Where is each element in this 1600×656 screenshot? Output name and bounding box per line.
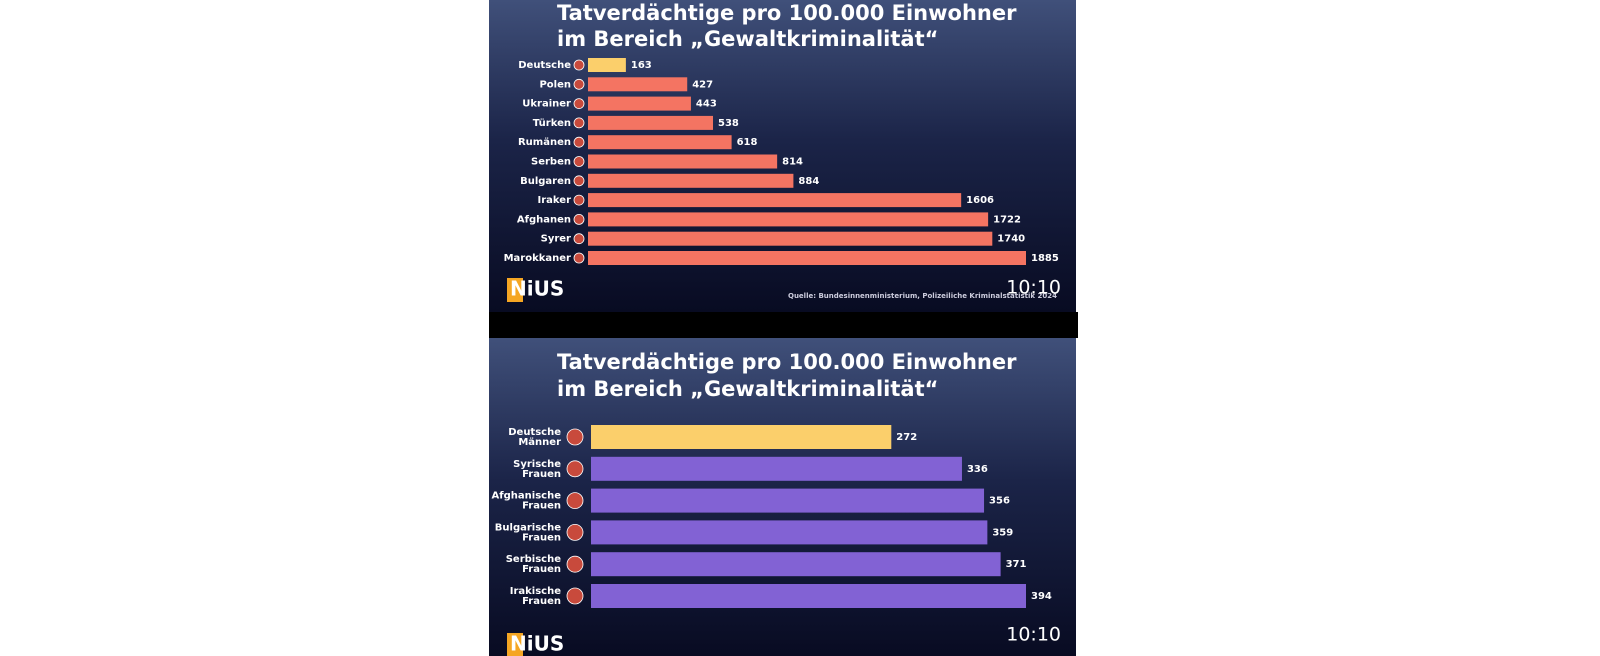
value-label: 1740 (997, 234, 1025, 245)
bar (588, 96, 691, 111)
bar (591, 520, 988, 545)
category-label: Polen (539, 79, 571, 90)
divider (489, 312, 1078, 338)
value-label: 356 (989, 496, 1010, 507)
logo: NiUS (510, 632, 564, 656)
logo: NiUS (510, 277, 564, 301)
bar (591, 584, 1026, 608)
category-label: Serben (531, 157, 571, 168)
flag-icon (566, 524, 584, 541)
bar (591, 488, 985, 513)
category-label: Syrer (541, 234, 571, 245)
logo-box (507, 278, 523, 302)
flag-icon (573, 136, 585, 148)
bar (591, 552, 1001, 577)
value-label: 1606 (966, 195, 994, 206)
category-label: Bulgaren (520, 176, 571, 187)
category-label: Frauen (522, 532, 561, 543)
bar (591, 425, 892, 449)
category-label: Afghanen (517, 214, 571, 225)
value-label: 272 (896, 432, 917, 443)
category-label: Frauen (522, 596, 561, 607)
flag-icon (566, 555, 584, 573)
value-label: 427 (692, 79, 713, 90)
bar (588, 212, 989, 227)
flag-icon (573, 78, 585, 90)
source-note: Quelle: Bundesinnenministerium, Polizeil… (788, 292, 1057, 300)
bar (588, 115, 714, 130)
value-label: 371 (1006, 559, 1027, 570)
value-label: 336 (967, 464, 988, 475)
value-label: 1722 (993, 214, 1021, 225)
category-label: Türken (533, 118, 571, 129)
category-label: Männer (518, 437, 561, 448)
chart-title: im Bereich „Gewaltkriminalität“ (557, 27, 938, 51)
flag-icon (573, 194, 585, 206)
bar (588, 77, 688, 92)
category-label: Marokkaner (504, 253, 571, 264)
value-label: 443 (696, 99, 717, 110)
flag-icon (573, 98, 585, 109)
flag-icon (573, 59, 585, 71)
value-label: 359 (992, 527, 1013, 538)
category-label: Iraker (538, 195, 572, 206)
bar (588, 135, 732, 150)
category-label: Bulgarische (495, 522, 561, 533)
value-label: 618 (737, 137, 758, 148)
bar (588, 173, 794, 188)
category-label: Deutsche (518, 60, 571, 71)
chart-title: Tatverdächtige pro 100.000 Einwohner (557, 350, 1017, 374)
category-label: Frauen (522, 564, 561, 575)
category-label: Syrische (513, 459, 561, 470)
flag-icon (573, 156, 585, 167)
flag-icon (573, 252, 585, 264)
logo-box (507, 633, 523, 656)
flag-icon (566, 428, 584, 446)
bar (588, 193, 962, 208)
value-label: 163 (631, 60, 652, 71)
bar (588, 251, 1026, 265)
category-label: Serbische (506, 554, 562, 565)
flag-icon (566, 492, 584, 510)
category-label: Irakische (510, 586, 561, 597)
bar (591, 456, 962, 481)
bar (588, 231, 993, 246)
value-label: 1885 (1031, 253, 1059, 264)
flag-icon (573, 213, 585, 225)
flag-icon (573, 175, 585, 187)
value-label: 538 (718, 118, 739, 129)
flag-icon (573, 117, 585, 129)
flag-icon (566, 460, 584, 478)
category-label: Frauen (522, 501, 561, 512)
category-label: Rumänen (518, 137, 571, 148)
flag-icon (573, 233, 585, 245)
bar (588, 154, 778, 169)
chart-title: Tatverdächtige pro 100.000 Einwohner (557, 1, 1017, 25)
timestamp: 10:10 (1006, 277, 1061, 299)
flag-icon (566, 587, 584, 605)
category-label: Ukrainer (522, 99, 571, 110)
bar (588, 58, 626, 72)
category-label: Afghanische (492, 491, 562, 502)
value-label: 884 (798, 176, 819, 187)
category-label: Frauen (522, 469, 561, 480)
category-label: Deutsche (508, 427, 561, 438)
timestamp: 10:10 (1006, 624, 1061, 646)
chart-title: im Bereich „Gewaltkriminalität“ (557, 377, 938, 401)
value-label: 394 (1031, 591, 1052, 602)
value-label: 814 (782, 157, 803, 168)
